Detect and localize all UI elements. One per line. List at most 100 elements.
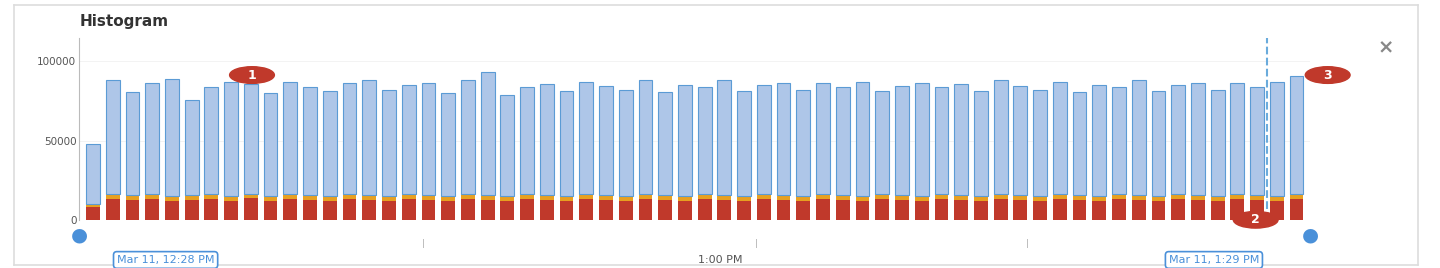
Bar <box>125 195 140 200</box>
Bar <box>284 82 297 194</box>
Text: ●: ● <box>1302 225 1319 244</box>
Bar <box>658 92 672 195</box>
Bar <box>1132 195 1146 200</box>
Bar <box>1112 87 1126 194</box>
Bar <box>935 199 949 220</box>
Bar <box>1073 200 1086 220</box>
Bar <box>1132 200 1146 220</box>
Bar <box>1250 87 1264 195</box>
Bar <box>125 200 140 220</box>
Bar <box>461 194 475 199</box>
Bar <box>363 80 376 195</box>
Bar <box>343 199 357 220</box>
Bar <box>166 196 179 201</box>
Bar <box>579 82 593 194</box>
Circle shape <box>229 67 275 83</box>
Bar <box>304 195 317 200</box>
Bar <box>422 195 435 200</box>
Bar <box>204 199 219 220</box>
Bar <box>243 198 258 220</box>
Bar <box>935 194 949 199</box>
Bar <box>776 83 791 195</box>
Text: 1: 1 <box>248 69 256 81</box>
Bar <box>1014 200 1027 220</box>
Bar <box>501 201 514 220</box>
Bar <box>816 83 829 194</box>
Bar <box>540 195 554 200</box>
Bar <box>105 194 120 199</box>
Bar <box>1171 85 1185 194</box>
Bar <box>145 194 158 199</box>
Bar <box>994 194 1008 199</box>
Bar <box>422 83 435 195</box>
Bar <box>1171 199 1185 220</box>
Bar <box>994 199 1008 220</box>
Bar <box>698 194 711 199</box>
Bar <box>1032 196 1047 201</box>
Bar <box>776 195 791 200</box>
Bar <box>481 195 494 200</box>
Bar <box>441 196 455 201</box>
Bar <box>422 200 435 220</box>
Text: 1:00 PM: 1:00 PM <box>698 255 742 265</box>
Bar <box>145 83 158 194</box>
Bar <box>1152 196 1165 201</box>
Text: Mar 11, 1:29 PM: Mar 11, 1:29 PM <box>1169 255 1259 265</box>
Bar <box>599 195 613 200</box>
Bar <box>166 79 179 196</box>
Bar <box>1231 194 1244 199</box>
Bar <box>579 199 593 220</box>
Bar <box>796 196 811 201</box>
Bar <box>184 200 199 220</box>
Bar <box>520 87 534 194</box>
Bar <box>86 207 99 220</box>
Bar <box>1171 194 1185 199</box>
Bar <box>323 201 337 220</box>
Bar <box>599 86 613 195</box>
Bar <box>698 87 711 194</box>
Bar <box>1132 80 1146 195</box>
Bar <box>1112 199 1126 220</box>
Bar <box>914 196 929 201</box>
Bar <box>638 199 652 220</box>
Bar <box>105 199 120 220</box>
Bar <box>363 195 376 200</box>
Bar <box>796 201 811 220</box>
Bar <box>955 200 968 220</box>
Bar <box>204 194 219 199</box>
Bar <box>1093 201 1106 220</box>
Bar <box>994 80 1008 194</box>
Bar <box>955 84 968 195</box>
Bar <box>560 196 573 201</box>
Bar <box>441 201 455 220</box>
Bar <box>757 85 770 194</box>
Bar <box>973 201 988 220</box>
Bar <box>1053 194 1067 199</box>
Bar <box>1191 200 1205 220</box>
Bar <box>757 194 770 199</box>
Bar <box>678 85 691 196</box>
Bar <box>1073 92 1086 195</box>
Bar <box>914 83 929 196</box>
Bar <box>284 199 297 220</box>
Bar <box>243 84 258 193</box>
Bar <box>1014 195 1027 200</box>
Bar <box>304 87 317 195</box>
Bar <box>86 144 99 204</box>
Bar <box>1270 82 1284 196</box>
Bar <box>225 82 238 196</box>
Bar <box>1290 199 1303 220</box>
Bar <box>145 199 158 220</box>
Bar <box>973 91 988 196</box>
Bar <box>1211 196 1224 201</box>
Bar <box>441 93 455 196</box>
Bar <box>855 196 870 201</box>
Bar <box>264 93 278 196</box>
Bar <box>835 200 850 220</box>
Bar <box>1211 90 1224 196</box>
Bar <box>717 80 732 195</box>
Bar <box>876 91 888 194</box>
Text: |: | <box>1025 239 1028 248</box>
Bar <box>382 196 396 201</box>
Bar <box>855 201 870 220</box>
